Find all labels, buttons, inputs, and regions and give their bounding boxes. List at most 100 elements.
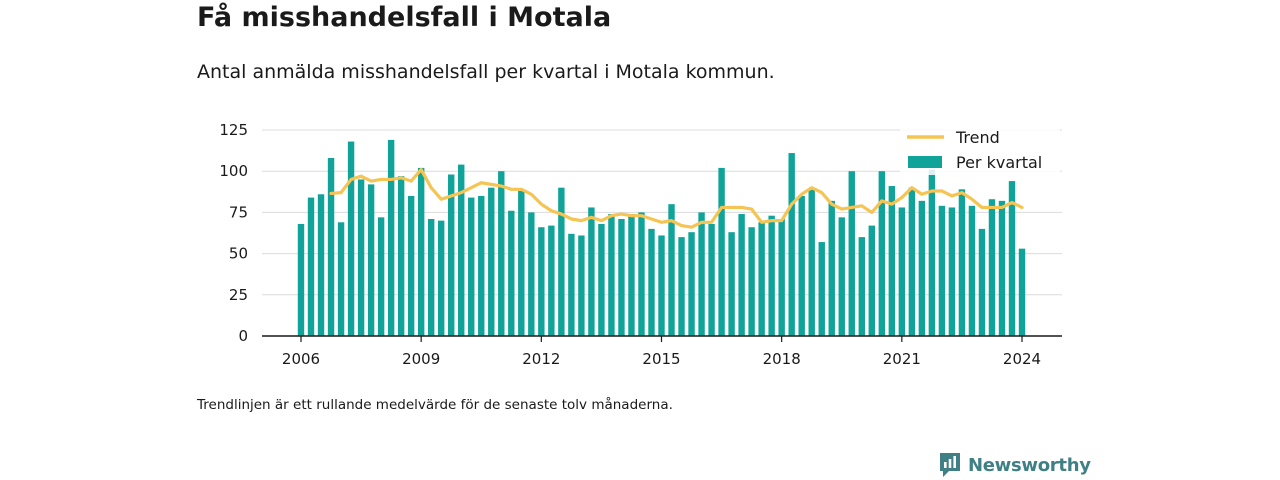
bar xyxy=(658,235,665,336)
bar xyxy=(458,164,465,336)
bar xyxy=(618,218,625,336)
bar xyxy=(918,200,926,336)
bar xyxy=(448,174,455,336)
chart-subtitle: Antal anmälda misshandelsfall per kvarta… xyxy=(197,61,775,83)
bar xyxy=(938,205,946,336)
bar xyxy=(1008,181,1016,336)
chart-svg: 0 25 50 75 100 125 2006 2009 2012 2015 2018 2021 202… xyxy=(219,121,1062,368)
bar xyxy=(698,212,705,336)
bar xyxy=(858,237,865,336)
bar xyxy=(828,200,835,336)
bar xyxy=(488,187,495,336)
legend-bar-label: Per kvartal xyxy=(956,153,1042,172)
chart-title: Få misshandelsfall i Motala xyxy=(197,2,612,33)
bar xyxy=(538,227,545,336)
bar xyxy=(578,235,585,336)
bar xyxy=(748,227,755,336)
bar xyxy=(648,228,655,336)
x-tick-label: 2024 xyxy=(1003,350,1041,368)
bar xyxy=(377,217,385,336)
legend-bar-swatch xyxy=(908,156,942,168)
x-tick-label: 2018 xyxy=(763,350,801,368)
bar xyxy=(898,207,906,336)
bar xyxy=(778,218,785,336)
bar xyxy=(397,176,405,336)
trend-line xyxy=(329,167,1024,229)
bar xyxy=(347,141,355,336)
bar xyxy=(468,197,475,336)
newsworthy-logo-icon xyxy=(940,453,960,477)
bar xyxy=(598,223,605,336)
bar xyxy=(808,189,815,336)
bar xyxy=(728,232,735,336)
bar xyxy=(908,187,916,336)
bar xyxy=(688,232,695,336)
x-tick-label: 2006 xyxy=(282,350,320,368)
bar xyxy=(848,171,855,336)
y-tick-label: 75 xyxy=(229,203,248,221)
bar xyxy=(367,184,375,336)
bar xyxy=(818,242,825,336)
bar xyxy=(998,200,1006,336)
bar xyxy=(588,207,595,336)
bar xyxy=(768,215,775,336)
y-tick-label: 25 xyxy=(229,286,248,304)
y-tick-label: 125 xyxy=(219,121,248,139)
bar xyxy=(608,214,615,336)
bar xyxy=(297,223,305,336)
bar xyxy=(437,220,445,336)
legend-trend-label: Trend xyxy=(955,128,1000,147)
bar xyxy=(718,167,725,336)
bar xyxy=(337,222,345,336)
bar xyxy=(407,195,415,336)
bar xyxy=(758,222,765,336)
bar xyxy=(427,218,435,336)
bar xyxy=(788,153,795,336)
bar xyxy=(968,205,976,336)
x-tick-label: 2012 xyxy=(522,350,560,368)
bar xyxy=(868,225,875,336)
bar xyxy=(738,214,745,336)
x-tick-label: 2009 xyxy=(402,350,440,368)
trend-series xyxy=(329,167,1024,229)
bar xyxy=(948,207,956,336)
bar xyxy=(958,189,966,336)
y-tick-label: 100 xyxy=(219,162,248,180)
logo-text: Newsworthy xyxy=(968,454,1091,476)
axes: 0 25 50 75 100 125 2006 2009 2012 2015 2018 2021 202… xyxy=(219,121,1062,368)
bar xyxy=(628,214,635,336)
bar xyxy=(668,204,675,336)
bar xyxy=(638,212,645,336)
bar xyxy=(508,210,515,336)
bar xyxy=(838,217,845,336)
bar xyxy=(387,139,395,336)
legend: Trend Per kvartal xyxy=(900,125,1060,175)
bar xyxy=(478,195,485,336)
bar xyxy=(518,190,525,336)
bar xyxy=(307,197,315,336)
bar xyxy=(548,225,555,336)
bar xyxy=(708,223,715,336)
bar xyxy=(528,212,535,336)
bar xyxy=(928,169,936,336)
bar xyxy=(357,179,365,336)
x-tick-label: 2021 xyxy=(883,350,921,368)
bar xyxy=(878,171,886,336)
bar xyxy=(888,186,896,336)
bar xyxy=(678,237,685,336)
bar xyxy=(558,187,565,336)
bar xyxy=(417,167,425,336)
newsworthy-logo: Newsworthy xyxy=(938,450,1091,480)
x-tick-label: 2015 xyxy=(642,350,680,368)
bar xyxy=(798,195,805,336)
bar xyxy=(1018,248,1026,336)
bar xyxy=(498,171,505,336)
bar-series xyxy=(297,139,1026,336)
bar xyxy=(327,158,335,336)
bar xyxy=(568,233,575,336)
bar xyxy=(988,199,996,336)
y-tick-label: 50 xyxy=(229,245,248,263)
chart-footnote: Trendlinjen är ett rullande medelvärde f… xyxy=(197,397,673,413)
bar xyxy=(317,194,325,336)
bar xyxy=(978,228,986,336)
